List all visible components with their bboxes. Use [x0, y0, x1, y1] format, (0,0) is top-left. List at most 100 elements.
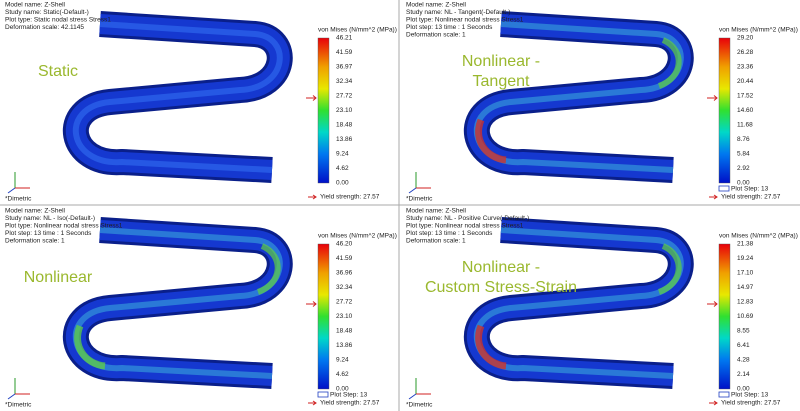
hot-spot: [657, 37, 682, 89]
study-label: Custom Stress-Strain: [425, 279, 577, 296]
colorbar: [718, 37, 731, 184]
legend-tick: 36.96: [336, 270, 353, 277]
header-line: Deformation scale: 1: [406, 238, 466, 245]
yield-strength: Yield strength: 27.57: [721, 194, 781, 201]
legend-tick: 8.55: [737, 328, 750, 335]
header-line: Deformation scale: 1: [5, 238, 65, 245]
legend-tick: 41.59: [336, 255, 353, 262]
step-icon: [718, 391, 730, 398]
yield-marker: [709, 194, 718, 200]
header-line: Deformation scale: 42.1145: [5, 24, 84, 31]
legend-tick: 23.36: [737, 64, 754, 71]
yield-arrow: [306, 95, 317, 101]
legend-tick: 6.41: [737, 342, 750, 349]
legend-tick: 4.28: [737, 357, 750, 364]
yield-arrow: [306, 301, 317, 307]
legend-tick: 17.10: [737, 270, 754, 277]
legend-tick: 2.14: [737, 371, 750, 378]
legend-tick: 9.24: [336, 151, 349, 158]
legend-tick: 0.00: [737, 180, 750, 187]
header-line: Plot type: Static nodal stress Stress1: [5, 17, 111, 24]
legend-title: von Mises (N/mm^2 (MPa)): [318, 233, 397, 240]
legend-tick: 0.00: [737, 386, 750, 393]
colorbar: [718, 243, 731, 390]
header-line: Model name: Z-Shell: [5, 2, 66, 9]
header-line: Study name: NL - Tangent(-Default-): [406, 9, 510, 16]
legend-tick: 13.86: [336, 342, 353, 349]
legend-title: von Mises (N/mm^2 (MPa)): [719, 233, 798, 240]
legend-tick: 23.10: [336, 313, 353, 320]
legend-tick: 14.60: [737, 107, 754, 114]
view-name: *Dimetric: [406, 196, 433, 203]
legend-tick: 27.72: [336, 93, 353, 100]
legend-tick: 17.52: [737, 93, 754, 100]
header-line: Plot step: 13 time : 1 Seconds: [406, 24, 493, 31]
header-line: Study name: NL - Positive Curve(-Default…: [406, 215, 529, 222]
legend-tick: 32.34: [336, 284, 353, 291]
legend-tick: 12.83: [737, 299, 754, 306]
legend-tick: 4.62: [336, 165, 349, 172]
triad-z: [7, 393, 16, 400]
legend-tick: 46.21: [336, 35, 353, 42]
header-line: Plot step: 13 time : 1 Seconds: [5, 230, 92, 237]
hot-spot: [74, 324, 106, 370]
plot-step: Plot Step: 13: [330, 392, 368, 399]
study-label: Tangent: [473, 73, 530, 90]
header-line: Plot type: Nonlinear nodal stress Stress…: [406, 17, 524, 24]
legend-tick: 0.00: [336, 386, 349, 393]
legend-tick: 0.00: [336, 180, 349, 187]
step-icon: [317, 391, 329, 398]
legend-tick: 46.20: [336, 241, 353, 248]
study-label: Nonlinear: [24, 269, 93, 286]
step-icon: [718, 185, 730, 192]
legend-tick: 11.68: [737, 122, 753, 129]
header-line: Plot type: Nonlinear nodal stress Stress…: [406, 223, 524, 230]
header-line: Deformation scale: 1: [406, 32, 466, 39]
header-line: Study name: Static(-Default-): [5, 9, 89, 16]
legend-tick: 18.48: [336, 122, 353, 129]
legend-tick: 32.34: [336, 78, 353, 85]
legend-tick: 9.24: [336, 357, 349, 364]
triad-z: [7, 187, 16, 194]
legend-tick: 21.38: [737, 241, 754, 248]
triad-z: [408, 393, 417, 400]
view-name: *Dimetric: [5, 196, 32, 203]
plot-step: Plot Step: 13: [731, 392, 769, 399]
hot-spot: [657, 243, 682, 295]
study-label: Nonlinear -: [462, 53, 540, 70]
legend-tick: 8.76: [737, 136, 750, 143]
yield-strength: Yield strength: 27.57: [320, 194, 380, 201]
legend-tick: 19.24: [737, 255, 754, 262]
legend-tick: 18.48: [336, 328, 353, 335]
header-line: Model name: Z-Shell: [406, 208, 467, 215]
view-name: *Dimetric: [5, 402, 32, 409]
legend-tick: 5.84: [737, 151, 750, 158]
header-line: Model name: Z-Shell: [406, 2, 467, 9]
study-label: Nonlinear -: [462, 259, 540, 276]
header-line: Plot type: Nonlinear nodal stress Stress…: [5, 223, 123, 230]
legend-tick: 10.69: [737, 313, 754, 320]
header-line: Plot step: 13 time : 1 Seconds: [406, 230, 493, 237]
legend-title: von Mises (N/mm^2 (MPa)): [318, 27, 397, 34]
header-line: Study name: NL - Iso(-Default-): [5, 215, 95, 222]
colorbar: [317, 37, 330, 184]
legend-tick: 4.62: [336, 371, 349, 378]
model-highlight: [72, 21, 283, 173]
yield-marker: [308, 400, 317, 406]
legend-tick: 29.20: [737, 35, 754, 42]
legend-tick: 23.10: [336, 107, 353, 114]
view-name: *Dimetric: [406, 402, 433, 409]
yield-marker: [709, 400, 718, 406]
colorbar: [317, 243, 330, 390]
legend-tick: 36.97: [336, 64, 353, 71]
yield-arrow: [707, 301, 718, 307]
legend-tick: 26.28: [737, 49, 754, 56]
triad-z: [408, 187, 417, 194]
legend-tick: 20.44: [737, 78, 754, 85]
legend-tick: 13.86: [336, 136, 353, 143]
